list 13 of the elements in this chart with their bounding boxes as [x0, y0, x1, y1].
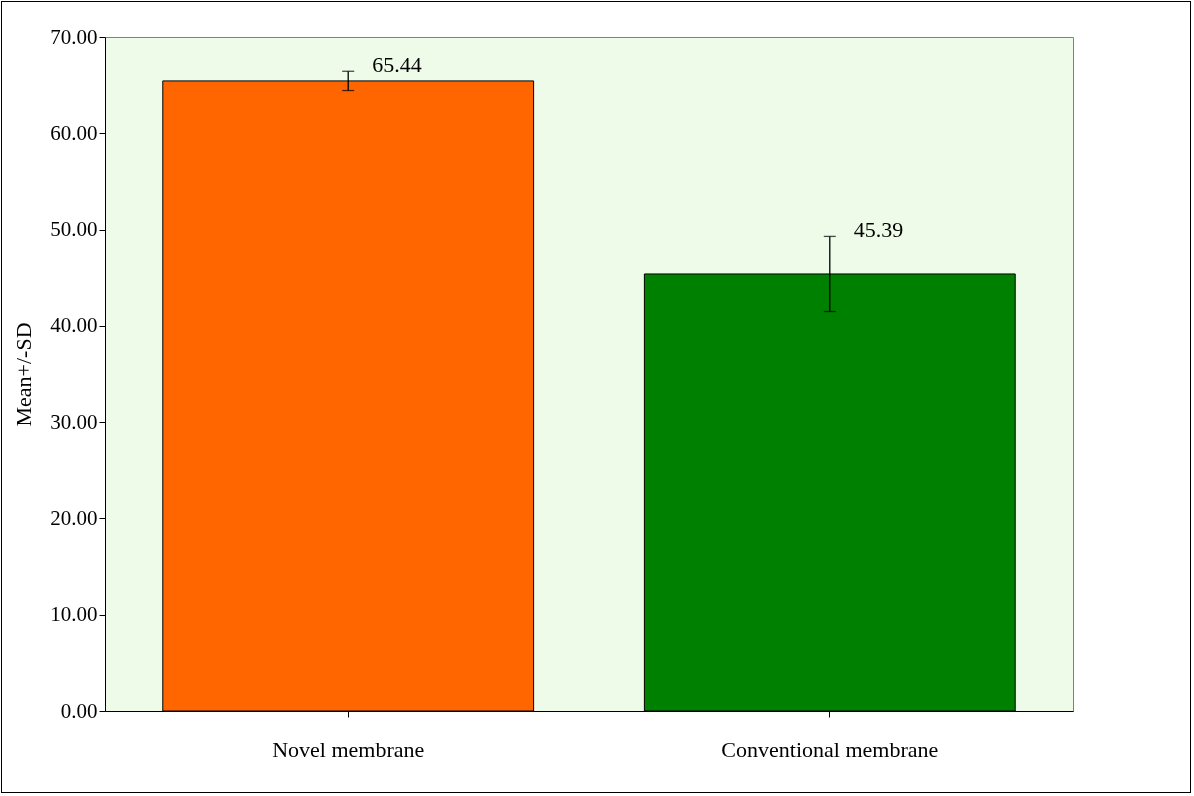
data-label: 65.44 [372, 52, 422, 78]
y-tick-label: 40.00 [50, 313, 98, 338]
y-tick-label: 0.00 [60, 698, 98, 723]
y-axis-title: Mean+/-SD [11, 322, 37, 427]
y-tick-label: 10.00 [50, 602, 98, 627]
x-tick-label: Conventional membrane [721, 736, 939, 762]
y-tick-label: 70.00 [50, 24, 98, 49]
x-tick-label: Novel membrane [272, 736, 425, 762]
y-tick-label: 20.00 [50, 505, 98, 530]
y-tick-label: 50.00 [50, 217, 98, 242]
data-label: 45.39 [853, 217, 904, 243]
y-tick-label: 30.00 [50, 409, 98, 434]
y-tick-label: 60.00 [50, 120, 98, 145]
